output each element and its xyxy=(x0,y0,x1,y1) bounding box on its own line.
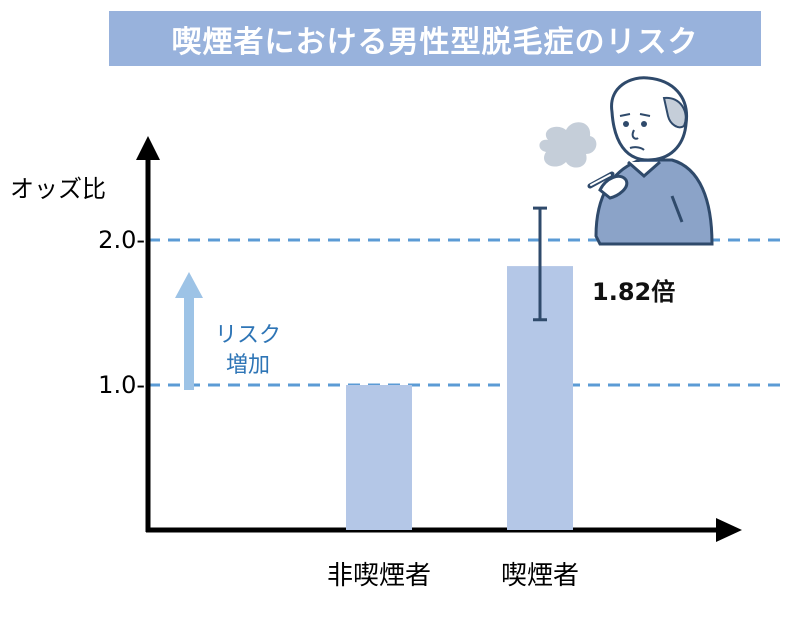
y-tick-label: 1.0- xyxy=(98,371,145,399)
y-tick-label: 2.0- xyxy=(98,226,145,254)
chart-title: 喫煙者における男性型脱毛症のリスク xyxy=(109,11,761,66)
bar xyxy=(346,385,412,530)
risk-increase-arrow xyxy=(175,272,203,390)
x-category-label: 喫煙者 xyxy=(501,561,579,591)
x-category-label: 非喫煙者 xyxy=(327,561,431,591)
y-axis-label: オッズ比 xyxy=(10,175,106,203)
smoking-man-illustration xyxy=(539,76,714,246)
y-axis-arrowhead xyxy=(136,136,160,160)
x-axis-arrowhead xyxy=(716,518,742,542)
smoke-icon xyxy=(539,122,597,168)
risk-label-line2: 増加 xyxy=(226,353,270,378)
value-annotation: 1.82倍 xyxy=(592,278,675,306)
risk-label-line1: リスク xyxy=(215,323,281,348)
